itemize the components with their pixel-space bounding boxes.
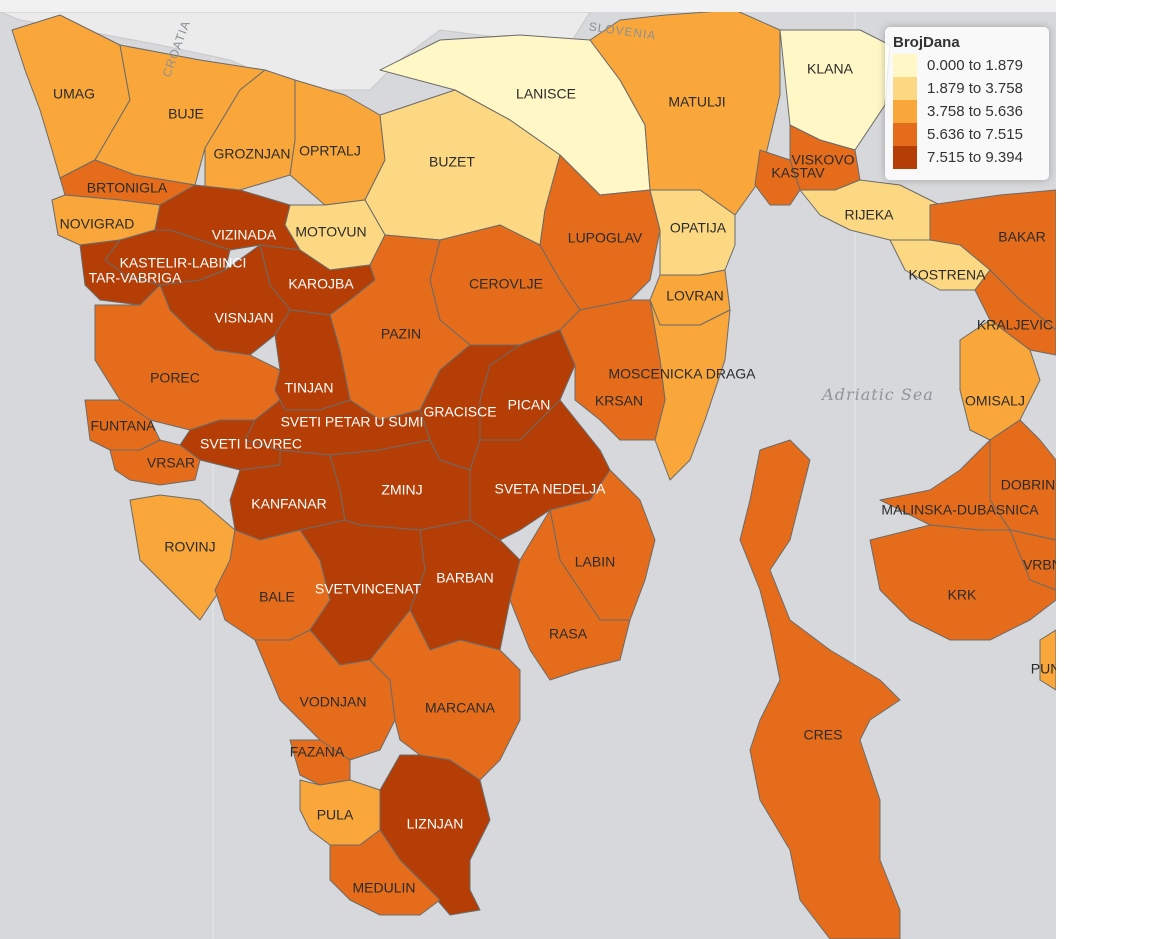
top-edge (0, 0, 1056, 12)
region-cres[interactable] (739, 439, 901, 939)
sea-label: Adriatic Sea (820, 385, 934, 404)
municipality-layer[interactable] (11, 9, 1056, 939)
region-kraljevic[interactable] (974, 269, 1056, 356)
legend-swatch (893, 146, 917, 169)
region-krsan[interactable] (559, 299, 666, 441)
region-vrsar[interactable] (109, 439, 201, 486)
region-vrbnik[interactable] (1009, 529, 1056, 591)
legend-label: 1.879 to 3.758 (927, 80, 1023, 97)
region-rovinj[interactable] (129, 494, 236, 621)
page-margin (1056, 0, 1152, 939)
legend-swatch (893, 100, 917, 123)
legend-label: 0.000 to 1.879 (927, 57, 1023, 74)
legend-label: 7.515 to 9.394 (927, 149, 1023, 166)
legend-label: 5.636 to 7.515 (927, 126, 1023, 143)
legend-item: 5.636 to 7.515 (893, 123, 1041, 146)
legend-item: 1.879 to 3.758 (893, 77, 1041, 100)
region-kastav[interactable] (754, 149, 801, 206)
legend-item: 3.758 to 5.636 (893, 100, 1041, 123)
legend-swatch (893, 77, 917, 100)
region-rasa[interactable] (509, 509, 631, 681)
legend-swatch (893, 54, 917, 77)
region-buje[interactable] (94, 44, 266, 186)
legend-title: BrojDana (893, 34, 960, 51)
region-punat[interactable] (1039, 629, 1056, 691)
legend-label: 3.758 to 5.636 (927, 103, 1023, 120)
legend-item: 7.515 to 9.394 (893, 146, 1041, 169)
legend-item: 0.000 to 1.879 (893, 54, 1041, 77)
legend-swatch (893, 123, 917, 146)
region-marcana[interactable] (369, 609, 521, 781)
region-medulin[interactable] (329, 829, 441, 916)
legend: BrojDana 0.000 to 1.879 1.879 to 3.758 3… (885, 27, 1049, 180)
region-krk[interactable] (869, 524, 1056, 641)
